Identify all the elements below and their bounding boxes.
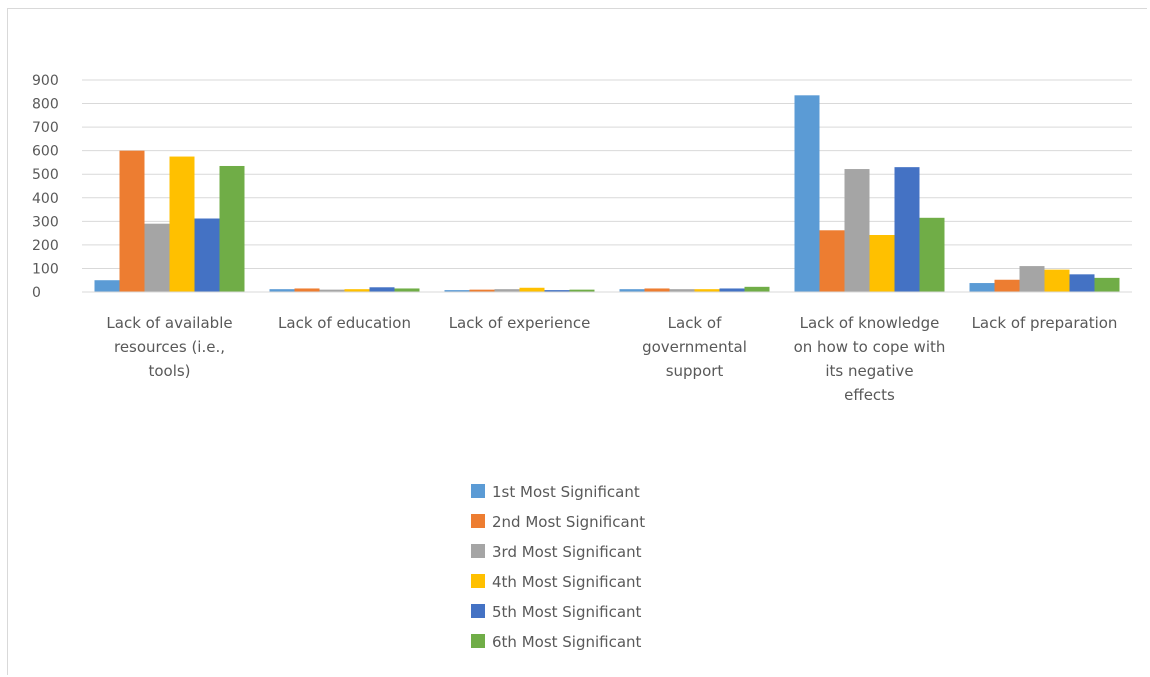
x-tick-label: Lack of governmental support [642,314,747,380]
y-tick-label: 900 [32,73,59,89]
x-tick-label: Lack of knowledge on how to cope with its … [794,314,946,404]
legend-swatch [471,544,485,558]
bar-5-3 [544,290,570,292]
bar-1-5 [794,95,820,292]
bar-5-6 [1069,274,1095,292]
x-tick-label: Lack of available resources (i.e., tools) [106,314,232,380]
y-tick-label: 800 [32,97,59,113]
bar-4-1 [169,156,195,292]
bar-4-6 [1044,269,1070,292]
bar-4-2 [344,289,370,292]
bar-1-2 [269,289,295,292]
legend-label: 4th Most Significant [492,573,642,591]
bar-5-4 [719,288,745,292]
y-tick-label: 500 [32,167,59,183]
y-tick-label: 100 [32,261,59,277]
bar-1-1 [94,280,120,292]
legend: 1st Most Significant 2nd Most Significant… [471,483,645,651]
y-tick-label: 0 [32,285,41,301]
y-tick-label: 400 [32,191,59,207]
bar-1-3 [444,290,470,292]
x-axis-tick-labels: Lack of available resources (i.e., tools) L… [106,314,1117,404]
bar-2-6 [994,279,1020,292]
legend-swatch [471,574,485,588]
bar-5-5 [894,167,920,292]
legend-label: 1st Most Significant [492,483,640,501]
bar-3-2 [319,289,345,292]
bar-1-6 [969,283,995,292]
bar-3-6 [1019,266,1045,292]
bar-4-5 [869,234,895,292]
gridlines [82,79,1132,269]
x-tick-label: Lack of experience [449,314,591,332]
y-tick-label: 600 [32,144,59,160]
bar-6-2 [394,288,420,292]
bars [94,95,1120,292]
bar-3-1 [144,223,170,292]
x-tick-label: Lack of education [278,314,411,332]
legend-swatch [471,634,485,648]
bar-2-5 [819,230,845,292]
bar-5-1 [194,218,220,292]
bar-6-5 [919,217,945,292]
legend-label: 5th Most Significant [492,603,642,621]
bar-3-3 [494,289,520,292]
y-axis-tick-labels: 0 100 200 300 400 500 600 700 800 900 [32,73,59,301]
bar-6-3 [569,289,595,292]
bar-3-5 [844,169,870,292]
bar-1-4 [619,289,645,292]
bar-2-2 [294,288,320,292]
bar-4-4 [694,289,720,292]
legend-swatch [471,484,485,498]
bar-5-2 [369,287,395,292]
legend-label: 3rd Most Significant [492,543,642,561]
bar-3-4 [669,289,695,292]
chart-area [7,8,1147,675]
bar-6-6 [1094,277,1120,292]
bar-4-3 [519,287,545,292]
legend-swatch [471,514,485,528]
bar-2-3 [469,289,495,292]
y-tick-label: 700 [32,120,59,136]
bar-6-1 [219,165,245,292]
bar-2-4 [644,288,670,292]
bar-2-1 [119,150,145,292]
y-tick-label: 200 [32,238,59,254]
legend-label: 6th Most Significant [492,633,642,651]
x-tick-label: Lack of preparation [972,314,1118,332]
legend-swatch [471,604,485,618]
legend-label: 2nd Most Significant [492,513,645,531]
bar-6-4 [744,286,770,292]
y-tick-label: 300 [32,214,59,230]
